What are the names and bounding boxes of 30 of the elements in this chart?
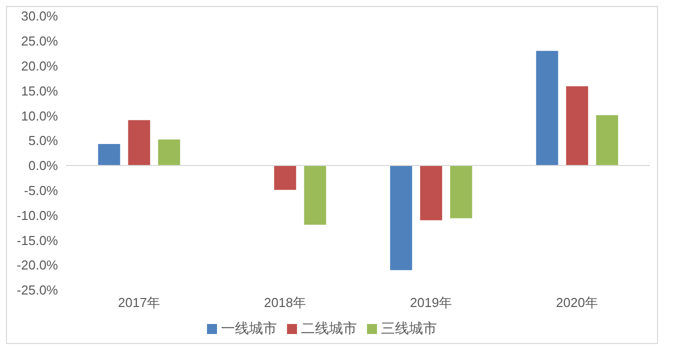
y-tick-label: 15.0% xyxy=(21,83,58,98)
y-tick-label: 10.0% xyxy=(21,108,58,124)
x-tick-label: 2019年 xyxy=(410,295,452,310)
y-tick-label: -25.0% xyxy=(16,282,58,298)
y-tick-label: -10.0% xyxy=(16,208,58,223)
bar xyxy=(420,165,442,220)
y-tick-label: 25.0% xyxy=(21,34,58,49)
bar xyxy=(536,50,558,166)
bar xyxy=(304,165,326,225)
x-tick-label: 2018年 xyxy=(264,295,306,310)
y-tick-label: -15.0% xyxy=(16,232,58,248)
bar xyxy=(390,165,412,270)
y-tick-label: -5.0% xyxy=(24,182,58,198)
legend-label: 三线城市 xyxy=(381,320,437,336)
x-tick-label: 2020年 xyxy=(556,295,598,310)
y-tick-label: 5.0% xyxy=(28,133,58,148)
bar xyxy=(274,165,296,190)
x-tick-label: 2017年 xyxy=(118,295,160,310)
y-tick-label: 20.0% xyxy=(21,58,58,74)
y-tick-label: 0.0% xyxy=(28,158,58,174)
legend-label: 一线城市 xyxy=(221,320,277,336)
bar xyxy=(450,165,472,218)
y-tick-label: -20.0% xyxy=(16,258,58,273)
legend-label: 二线城市 xyxy=(301,320,357,336)
bar xyxy=(566,86,588,166)
bar xyxy=(158,140,180,166)
bar xyxy=(128,120,150,166)
bar xyxy=(596,115,618,166)
bar xyxy=(98,144,120,166)
y-tick-label: 30.0% xyxy=(21,8,58,24)
